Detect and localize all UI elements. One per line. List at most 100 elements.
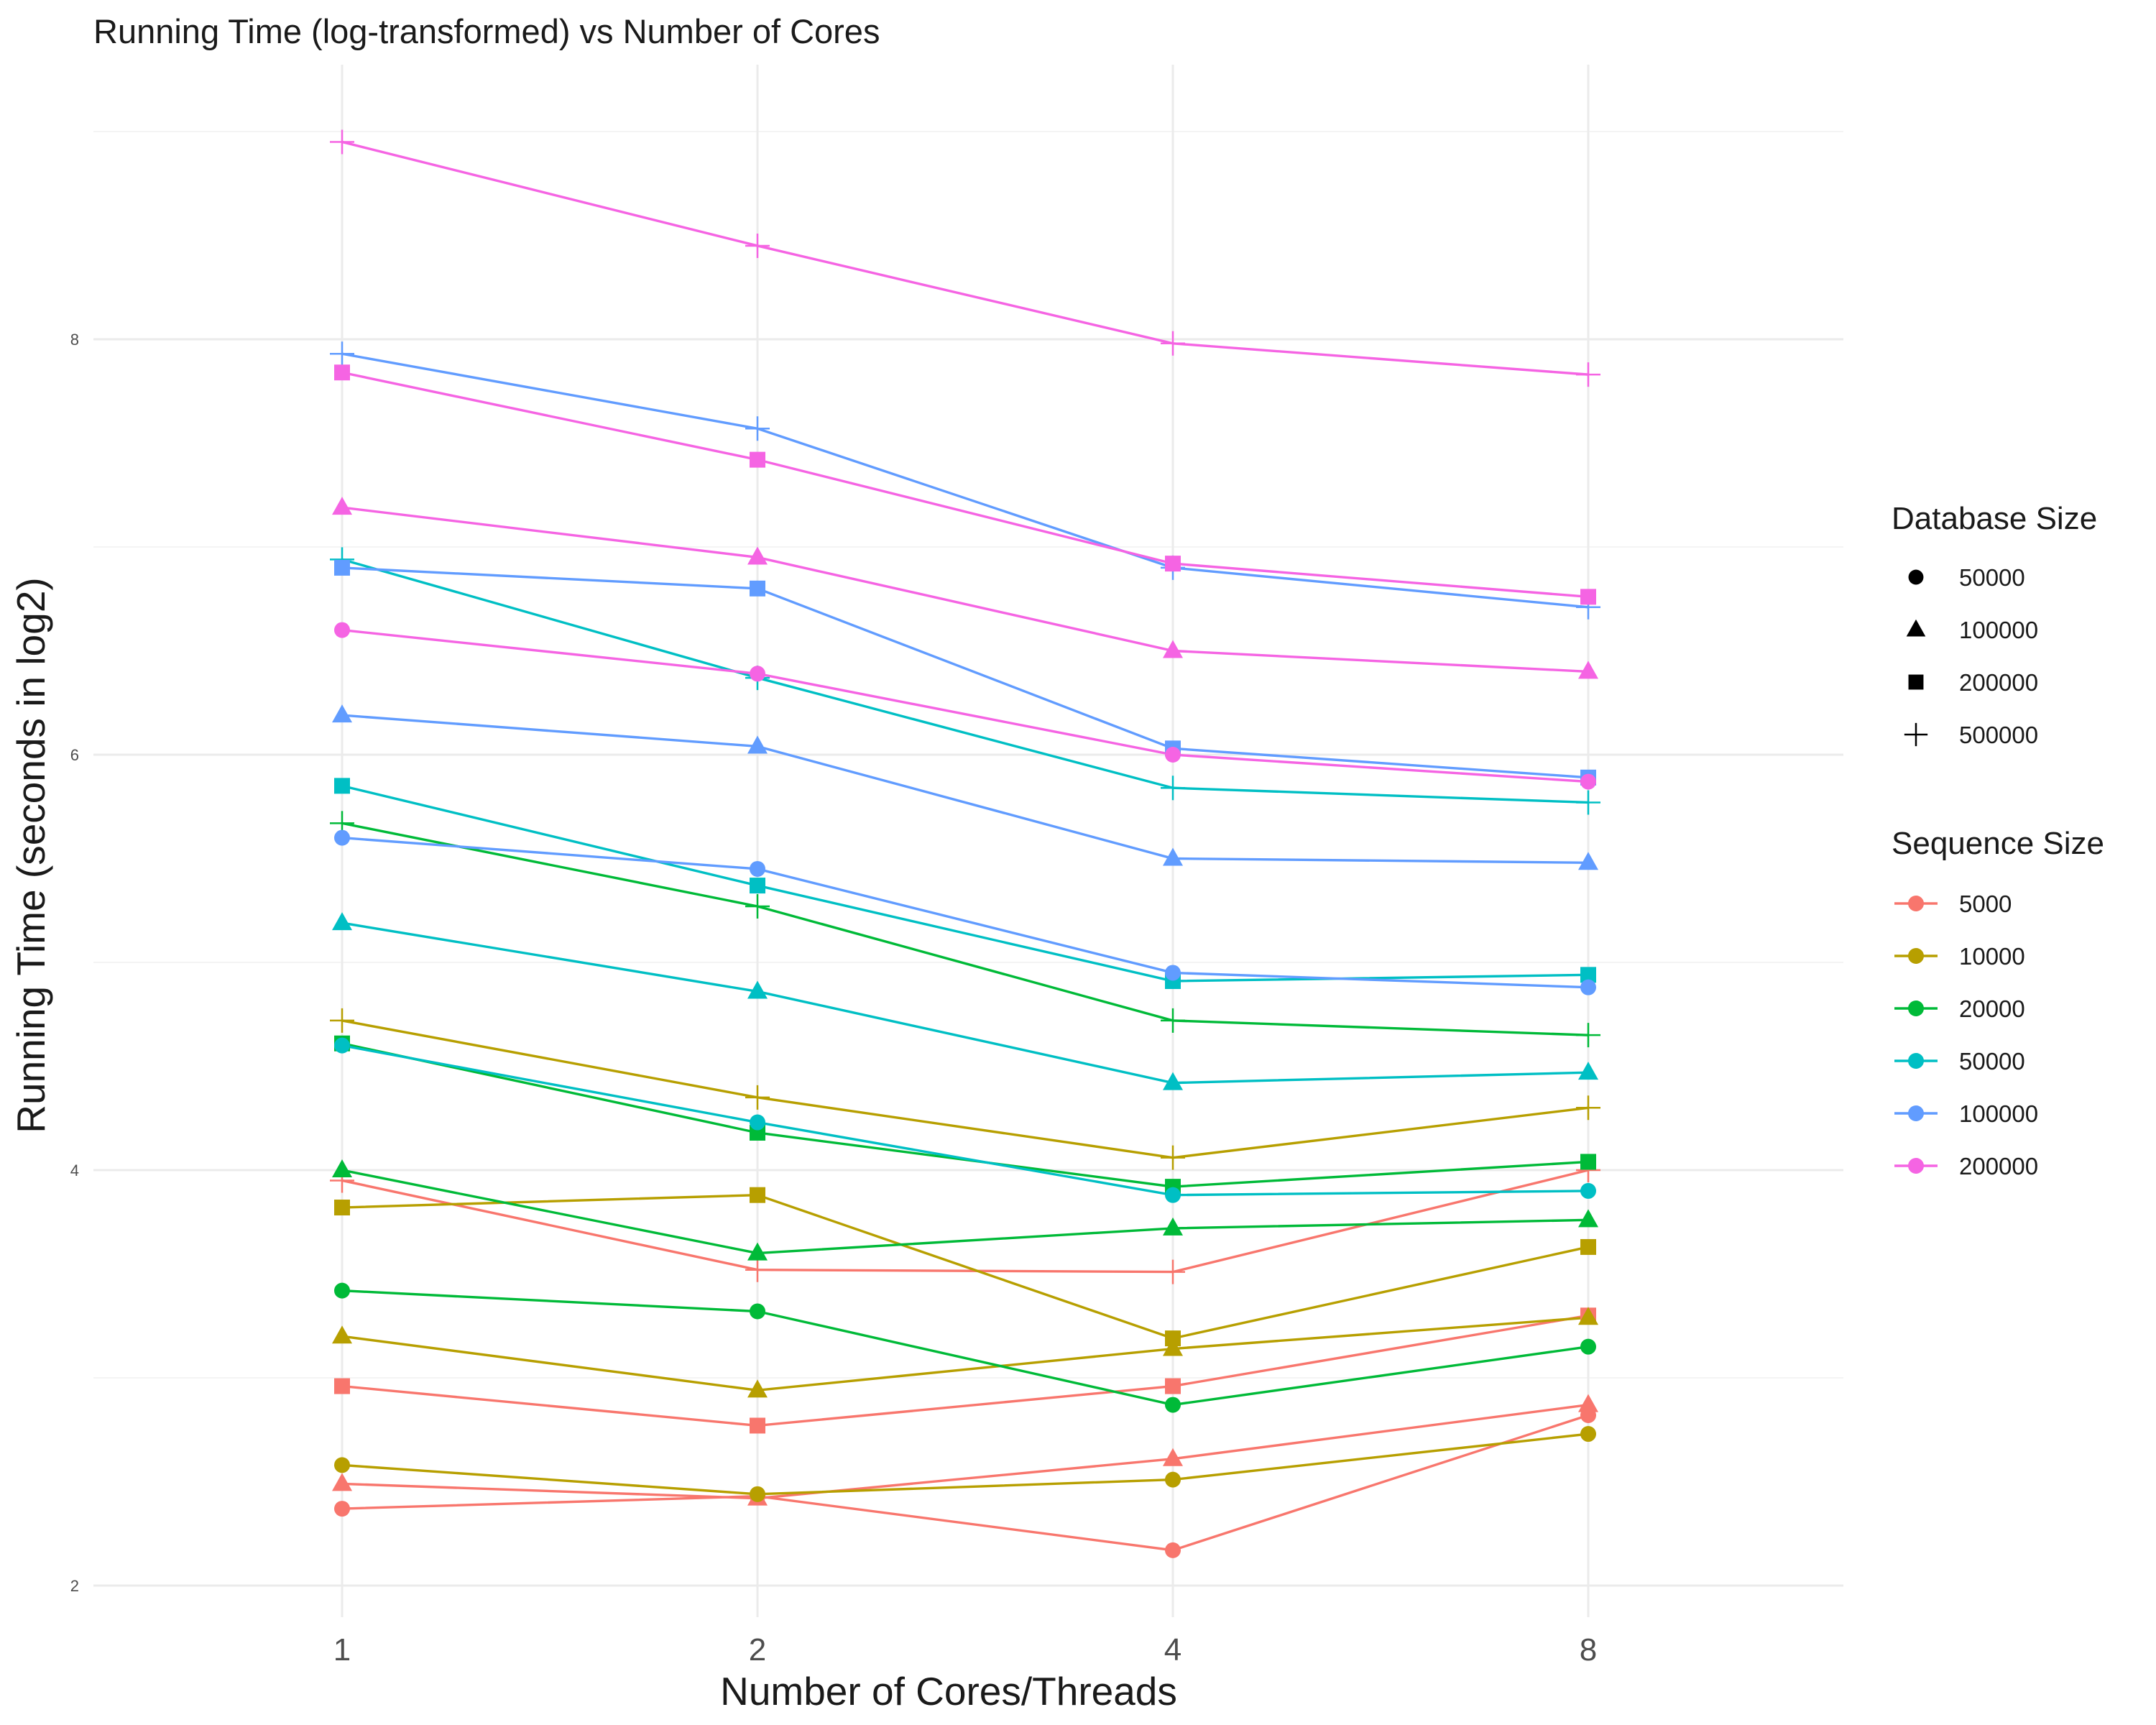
data-point-seq-20000-db-500000 xyxy=(1576,1023,1600,1048)
data-point-seq-200000-db-200000 xyxy=(334,364,350,381)
legend-database-size-title: Database Size xyxy=(1892,501,2097,536)
legend-seq-50000-key xyxy=(1908,1053,1924,1069)
data-point-seq-20000-db-100000 xyxy=(332,1159,352,1177)
data-point-seq-10000-db-50000 xyxy=(1580,1426,1596,1443)
series-lines xyxy=(341,140,1589,1552)
data-point-seq-10000-db-50000 xyxy=(1165,1471,1181,1488)
data-point-seq-200000-db-500000 xyxy=(1161,331,1185,356)
series-line-seq-200000-db-200000 xyxy=(341,371,1589,599)
data-point-seq-50000-db-50000 xyxy=(1580,1182,1596,1199)
data-point-seq-50000-db-200000 xyxy=(1580,967,1596,983)
data-point-seq-100000-db-100000 xyxy=(1578,852,1598,870)
data-point-seq-5000-db-100000 xyxy=(332,1473,352,1491)
data-point-seq-20000-db-100000 xyxy=(1163,1217,1183,1236)
data-point-seq-200000-db-500000 xyxy=(1576,362,1600,387)
data-point-seq-10000-db-500000 xyxy=(1161,1145,1185,1170)
series-line-seq-10000-db-500000 xyxy=(341,1019,1589,1159)
data-point-seq-5000-db-200000 xyxy=(1165,1378,1181,1394)
data-point-seq-10000-db-50000 xyxy=(334,1457,350,1473)
data-point-seq-100000-db-200000 xyxy=(334,559,350,576)
series-points xyxy=(330,129,1600,1558)
data-point-seq-5000-db-200000 xyxy=(334,1378,350,1394)
data-point-seq-50000-db-100000 xyxy=(1163,1072,1183,1090)
y-tick-label: 2 xyxy=(70,1577,79,1595)
legend-db-50000-label: 50000 xyxy=(1959,564,2025,591)
data-point-seq-200000-db-50000 xyxy=(334,622,350,638)
data-point-seq-5000-db-100000 xyxy=(1578,1394,1598,1412)
legend-db-100000-label: 100000 xyxy=(1959,617,2038,643)
series-line-seq-50000-db-500000 xyxy=(341,558,1589,804)
legend-seq-10000-key xyxy=(1908,948,1924,964)
data-point-seq-100000-db-100000 xyxy=(747,735,768,754)
data-point-seq-10000-db-100000 xyxy=(1578,1307,1598,1325)
series-line-seq-100000-db-500000 xyxy=(341,352,1589,609)
series-line-seq-5000-db-200000 xyxy=(341,1314,1589,1427)
data-point-seq-10000-db-200000 xyxy=(1580,1238,1596,1255)
data-point-seq-100000-db-500000 xyxy=(330,341,354,367)
y-axis-tick-labels: 2 4 6 8 xyxy=(70,331,79,1595)
x-axis-title: Number of Cores/Threads xyxy=(720,1669,1177,1714)
data-point-seq-200000-db-50000 xyxy=(1580,773,1596,790)
series-line-seq-100000-db-100000 xyxy=(341,714,1589,864)
data-point-seq-100000-db-50000 xyxy=(1580,979,1596,995)
data-point-seq-10000-db-100000 xyxy=(747,1379,768,1398)
data-point-seq-200000-db-100000 xyxy=(1578,661,1598,679)
data-point-seq-5000-db-50000 xyxy=(334,1501,350,1517)
data-point-seq-10000-db-100000 xyxy=(1163,1338,1183,1356)
x-tick-label: 1 xyxy=(333,1632,351,1668)
legend-database-size: Database Size 50000 100000 200000 500000 xyxy=(1892,501,2097,748)
legend-seq-5000-label: 5000 xyxy=(1959,891,2012,917)
data-point-seq-50000-db-100000 xyxy=(332,912,352,931)
legend-seq-20000-label: 20000 xyxy=(1959,995,2025,1022)
data-point-seq-200000-db-500000 xyxy=(745,233,770,258)
data-point-seq-200000-db-200000 xyxy=(750,451,765,468)
data-point-seq-50000-db-50000 xyxy=(1165,1187,1181,1203)
series-line-seq-10000-db-100000 xyxy=(341,1316,1589,1392)
data-point-seq-50000-db-500000 xyxy=(1576,790,1600,815)
legend-db-200000-label: 200000 xyxy=(1959,669,2038,696)
data-point-seq-20000-db-100000 xyxy=(747,1242,768,1261)
data-point-seq-200000-db-500000 xyxy=(330,129,354,155)
legend-db-500000-label: 500000 xyxy=(1959,722,2038,748)
data-point-seq-50000-db-500000 xyxy=(1161,776,1185,801)
data-point-seq-20000-db-500000 xyxy=(1161,1008,1185,1033)
data-point-seq-50000-db-100000 xyxy=(1578,1062,1598,1080)
data-point-seq-20000-db-50000 xyxy=(750,1303,765,1320)
data-point-seq-50000-db-200000 xyxy=(334,778,350,794)
series-line-seq-10000-db-50000 xyxy=(341,1432,1589,1496)
legend-seq-100000-label: 100000 xyxy=(1959,1100,2038,1127)
data-point-seq-200000-db-200000 xyxy=(1580,589,1596,605)
data-point-seq-5000-db-200000 xyxy=(750,1417,765,1434)
data-point-seq-5000-db-500000 xyxy=(745,1257,770,1282)
series-line-seq-20000-db-100000 xyxy=(341,1169,1589,1255)
legend-db-500000-key xyxy=(1904,722,1928,747)
data-point-seq-10000-db-500000 xyxy=(1576,1095,1600,1121)
data-point-seq-200000-db-100000 xyxy=(1163,640,1183,658)
legend-seq-5000-key xyxy=(1908,896,1924,911)
series-line-seq-100000-db-50000 xyxy=(341,836,1589,989)
data-point-seq-10000-db-100000 xyxy=(332,1325,352,1344)
data-point-seq-100000-db-100000 xyxy=(1163,847,1183,866)
legend-seq-100000-key xyxy=(1908,1105,1924,1121)
data-point-seq-200000-db-50000 xyxy=(750,666,765,682)
data-point-seq-50000-db-50000 xyxy=(750,1114,765,1131)
series-line-seq-50000-db-200000 xyxy=(341,784,1589,983)
x-axis-tick-labels: 1 2 4 8 xyxy=(333,1632,1597,1668)
series-line-seq-50000-db-50000 xyxy=(341,1044,1589,1197)
data-point-seq-100000-db-50000 xyxy=(334,829,350,846)
series-line-seq-200000-db-100000 xyxy=(341,506,1589,673)
series-line-seq-20000-db-50000 xyxy=(341,1289,1589,1407)
data-point-seq-50000-db-200000 xyxy=(750,878,765,894)
series-line-seq-20000-db-500000 xyxy=(341,822,1589,1036)
series-line-seq-200000-db-50000 xyxy=(341,628,1589,783)
legend-sequence-size: Sequence Size 5000 10000 20000 50000 100000 2… xyxy=(1892,826,2104,1179)
data-point-seq-20000-db-100000 xyxy=(1578,1209,1598,1228)
y-tick-label: 6 xyxy=(70,746,79,764)
legend-seq-200000-key xyxy=(1908,1158,1924,1174)
data-point-seq-200000-db-50000 xyxy=(1165,747,1181,763)
data-point-seq-200000-db-200000 xyxy=(1165,556,1181,572)
series-line-seq-200000-db-500000 xyxy=(341,140,1589,376)
data-point-seq-20000-db-50000 xyxy=(1165,1397,1181,1413)
data-point-seq-100000-db-500000 xyxy=(745,416,770,441)
